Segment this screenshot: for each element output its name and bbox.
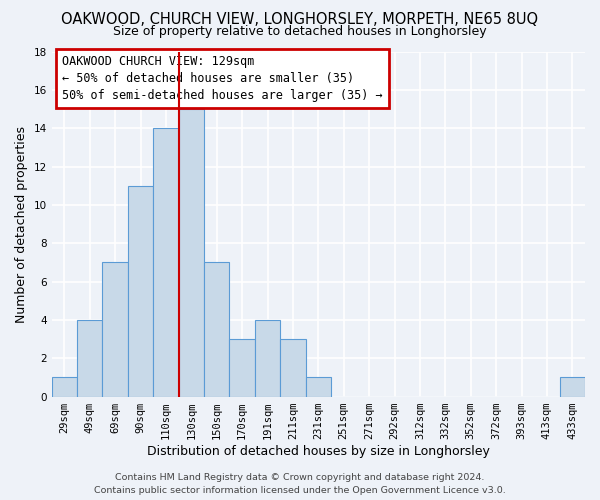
Bar [305,378,331,396]
Bar [77,320,103,396]
Bar [103,262,128,396]
Bar [255,320,280,396]
Text: OAKWOOD CHURCH VIEW: 129sqm
← 50% of detached houses are smaller (35)
50% of sem: OAKWOOD CHURCH VIEW: 129sqm ← 50% of det… [62,55,383,102]
Bar [179,109,204,397]
Bar [280,339,305,396]
Bar [128,186,153,396]
X-axis label: Distribution of detached houses by size in Longhorsley: Distribution of detached houses by size … [147,444,490,458]
Bar [229,339,255,396]
Bar [204,262,229,396]
Bar [560,378,585,396]
Bar [153,128,179,396]
Y-axis label: Number of detached properties: Number of detached properties [15,126,28,322]
Text: OAKWOOD, CHURCH VIEW, LONGHORSLEY, MORPETH, NE65 8UQ: OAKWOOD, CHURCH VIEW, LONGHORSLEY, MORPE… [61,12,539,28]
Text: Contains HM Land Registry data © Crown copyright and database right 2024.
Contai: Contains HM Land Registry data © Crown c… [94,474,506,495]
Text: Size of property relative to detached houses in Longhorsley: Size of property relative to detached ho… [113,25,487,38]
Bar [52,378,77,396]
